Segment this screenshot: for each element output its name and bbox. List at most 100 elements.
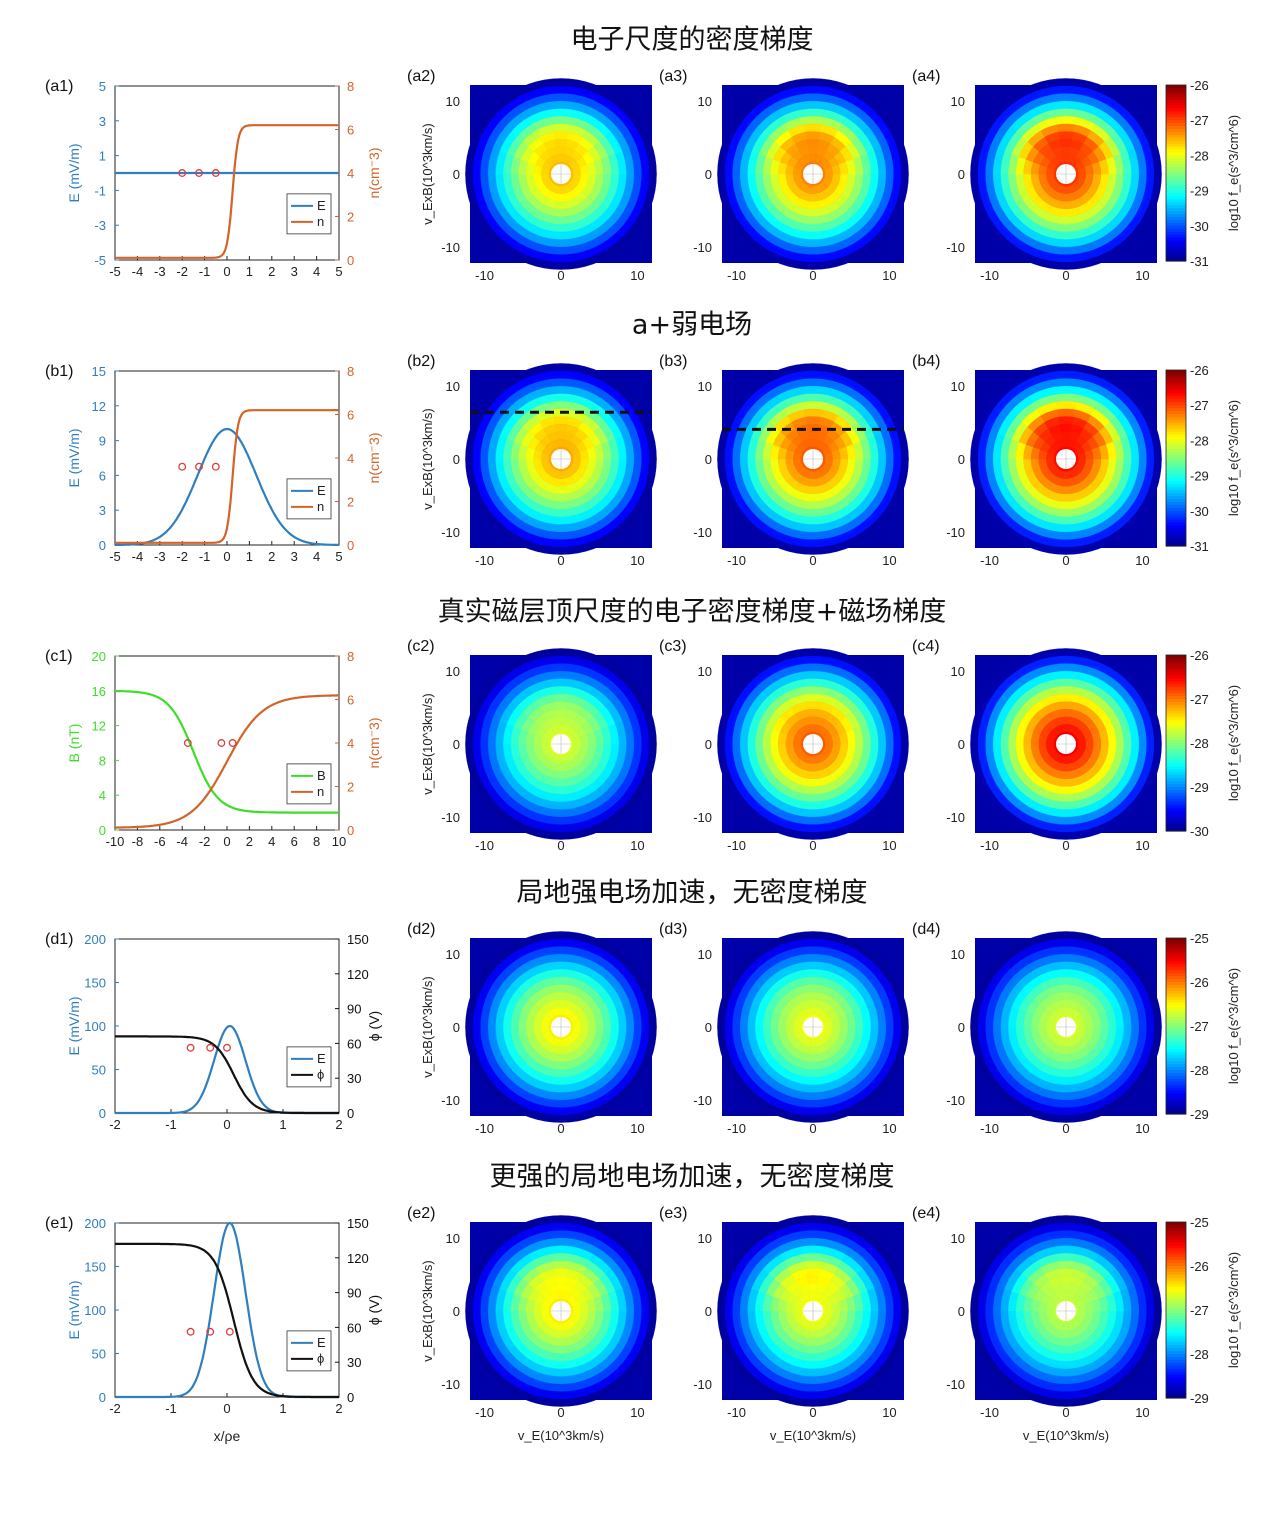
vdf-cell <box>1053 386 1079 396</box>
panel-label: (c1) <box>45 648 73 665</box>
colorbar-tick: -26 <box>1190 78 1209 93</box>
colorbar-slice <box>1166 757 1186 762</box>
colorbar-slice <box>1166 493 1186 497</box>
right-tick-label: 8 <box>347 79 354 94</box>
marker-circle <box>178 169 187 177</box>
x-tick-label: 5 <box>335 549 342 564</box>
colorbar-slice <box>1166 731 1186 735</box>
vdf-cell <box>802 508 824 517</box>
vdf-x-tick: 10 <box>630 838 644 853</box>
left-tick-label: 16 <box>92 684 106 699</box>
vdf-cell <box>801 1367 825 1377</box>
vdf-cell <box>1057 1260 1075 1270</box>
vdf-cell <box>1055 686 1077 695</box>
vdf-x-tick: 0 <box>1062 268 1069 283</box>
vdf-cell <box>804 1068 822 1078</box>
right-tick-label: 120 <box>347 967 369 982</box>
colorbar-slice <box>1166 481 1186 485</box>
x-tick-label: 3 <box>291 549 298 564</box>
left-tick-label: 20 <box>92 649 106 664</box>
vdf-cell <box>1059 485 1073 495</box>
vdf-cell <box>553 416 569 425</box>
vdf-cell <box>554 423 568 433</box>
colorbar-slice <box>1166 117 1186 121</box>
vdf-y-tick: 10 <box>698 379 712 394</box>
vdf-y-tick: 10 <box>698 94 712 109</box>
left-axis-label: B (nT) <box>66 724 82 763</box>
colorbar-tick: -29 <box>1190 469 1209 484</box>
right-tick-label: 120 <box>347 1251 369 1266</box>
vdf-cell <box>548 807 574 817</box>
vdf-x-tick: 10 <box>882 268 896 283</box>
legend-label: E <box>317 1051 326 1066</box>
x-tick-label: -4 <box>176 834 188 849</box>
left-tick-label: 50 <box>92 1347 106 1362</box>
vdf-cell <box>805 1061 821 1070</box>
vdf-cell <box>1053 1238 1079 1248</box>
colorbar-slice <box>1166 243 1186 247</box>
vdf-y-tick: -10 <box>441 1093 460 1108</box>
vdf-cell <box>805 208 821 217</box>
vdf-cell <box>550 686 572 695</box>
right-tick-label: 6 <box>347 693 354 708</box>
vdf-cell <box>806 485 820 495</box>
vdf-cell <box>806 1053 820 1063</box>
colorbar-slice <box>1166 684 1186 688</box>
left-tick-label: -5 <box>94 253 106 268</box>
panel-label: (d4) <box>912 921 940 938</box>
vdf-x-tick: 10 <box>1135 553 1149 568</box>
right-tick-label: 150 <box>347 932 369 947</box>
vdf-cell <box>552 500 570 510</box>
series-line-E <box>115 427 339 546</box>
colorbar-slice <box>1166 519 1186 524</box>
vdf-cell <box>556 716 566 725</box>
vdf-y-tick: -10 <box>946 1093 965 1108</box>
colorbar-tick: -27 <box>1190 398 1209 413</box>
legend-label: B <box>317 768 326 783</box>
x-tick-label: 1 <box>279 1117 286 1132</box>
colorbar-tick: -30 <box>1190 824 1209 839</box>
vdf-x-tick: -10 <box>980 268 999 283</box>
vdf-cell <box>553 208 569 217</box>
vdf-x-tick: 0 <box>1062 1121 1069 1136</box>
colorbar-slice <box>1166 108 1186 112</box>
vdf-cell <box>1054 961 1078 971</box>
vdf-cell <box>1061 999 1071 1008</box>
vdf-cell <box>1055 116 1077 125</box>
vdf-y-tick: 0 <box>705 167 712 182</box>
x-tick-label: 4 <box>313 549 320 564</box>
colorbar-slice <box>1166 789 1186 794</box>
colorbar-slice <box>1166 173 1186 177</box>
right-tick-label: 0 <box>347 538 354 553</box>
left-tick-label: 4 <box>99 788 106 803</box>
vdf-x-tick: -10 <box>727 268 746 283</box>
colorbar-slice <box>1166 737 1186 741</box>
vdf-y-tick: -10 <box>441 240 460 255</box>
vdf-cell <box>1055 401 1077 410</box>
vdf-y-tick: 10 <box>951 947 965 962</box>
colorbar-slice <box>1166 458 1186 462</box>
vdf-y-tick: 0 <box>453 737 460 752</box>
vdf-cell <box>554 1275 568 1285</box>
colorbar-slice <box>1166 222 1186 227</box>
vdf-cell <box>552 693 570 703</box>
vdf-cell <box>554 200 568 210</box>
colorbar: -26 -27 -28 -29 -30 -31 log10 f_e(s^3/cm^6) <box>1165 78 1241 269</box>
vdf-cell <box>1061 763 1071 772</box>
legend-label: ϕ <box>317 1067 324 1082</box>
vdf-x-tick: 10 <box>882 553 896 568</box>
vdf-cell <box>805 778 821 787</box>
vdf-x-tick: 10 <box>1135 838 1149 853</box>
left-tick-label: 8 <box>99 753 106 768</box>
right-tick-label: 0 <box>347 253 354 268</box>
right-tick-label: 150 <box>347 1216 369 1231</box>
colorbar-slice <box>1166 237 1186 242</box>
colorbar-slice <box>1166 463 1186 468</box>
vdf-y-tick: 10 <box>698 1231 712 1246</box>
vdf-x-tick: -10 <box>980 1121 999 1136</box>
x-tick-label: 0 <box>223 834 230 849</box>
colorbar-frame <box>1165 84 1187 262</box>
vdf-y-tick: 10 <box>446 947 460 962</box>
vdf-cell <box>556 193 566 202</box>
vdf-cell <box>808 999 818 1008</box>
